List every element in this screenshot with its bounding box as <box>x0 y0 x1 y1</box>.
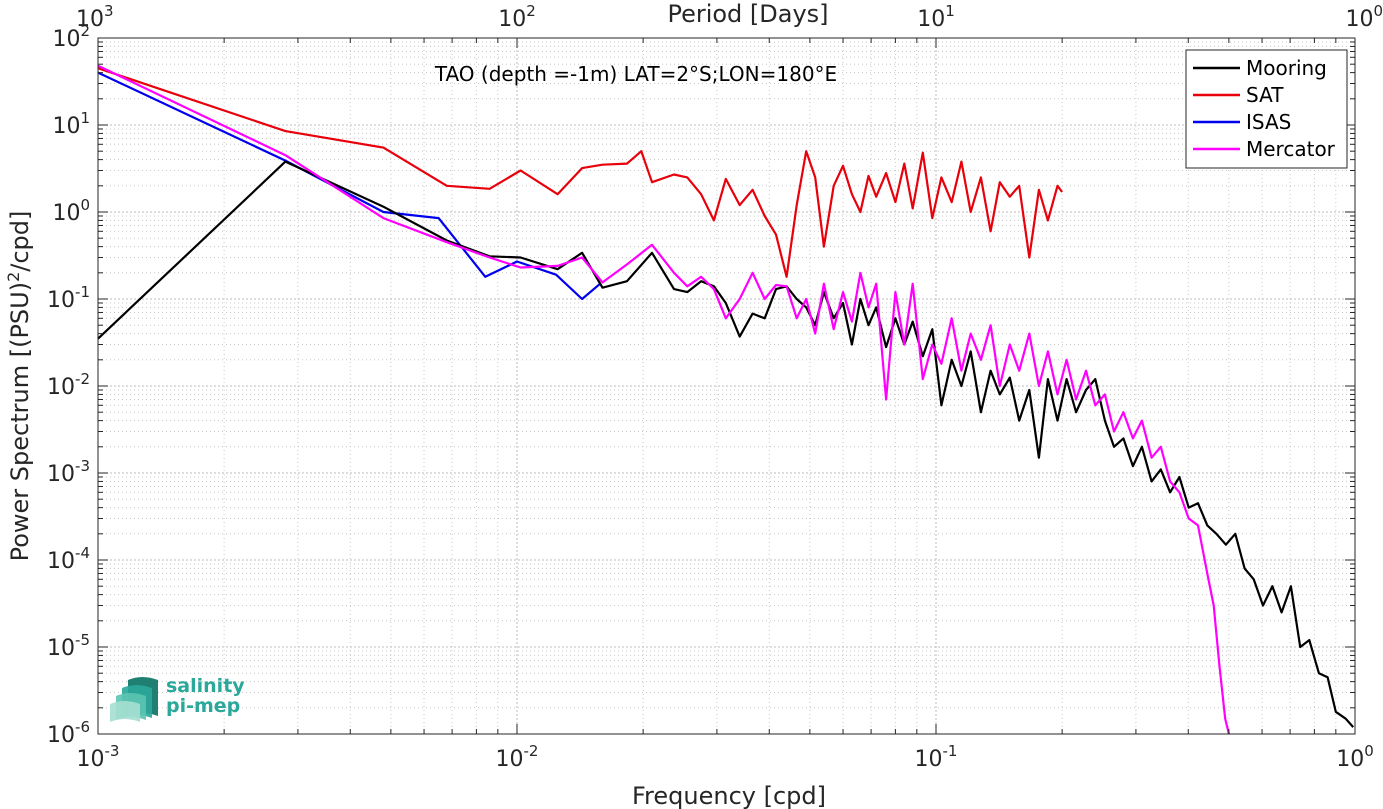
y-tick-label-base: 10 <box>47 549 75 574</box>
x2-tick-label-exponent: 0 <box>1373 2 1383 20</box>
y-tick-label-base: 10 <box>52 114 80 139</box>
x-tick-label-exponent: 0 <box>1364 742 1374 760</box>
y-tick-label-base: 10 <box>52 201 80 226</box>
x2-tick-label-base: 10 <box>498 7 526 32</box>
y-axis-label: Power Spectrum [(PSU)2/cpd] <box>4 211 34 562</box>
minor-grid <box>98 38 1355 734</box>
legend-label-isas: ISAS <box>1246 110 1291 134</box>
y-tick-label: 101 <box>52 109 90 139</box>
x-tick-labels: 10-3 10-2 10-1 100 <box>77 742 1374 772</box>
x2-axis-label: Period [Days] <box>667 0 828 28</box>
y-tick-label-exponent: -3 <box>75 457 90 475</box>
y-tick-label: 10-2 <box>47 370 90 400</box>
y-tick-label-base: 10 <box>47 636 75 661</box>
y-tick-label: 100 <box>52 196 90 226</box>
y-tick-label-exponent: 0 <box>80 196 90 214</box>
x-axis-label: Frequency [cpd] <box>632 782 826 809</box>
y-tick-label-base: 10 <box>47 723 75 748</box>
y-tick-label-exponent: -2 <box>75 370 90 388</box>
legend-label-sat: SAT <box>1246 83 1284 107</box>
x-tick-label-exponent: -3 <box>105 742 120 760</box>
x2-tick-labels: 103 102 101 100 <box>76 2 1383 32</box>
x2-tick-label: 101 <box>917 2 955 32</box>
x2-tick-label-base: 10 <box>917 7 945 32</box>
y-tick-label-exponent: -1 <box>75 283 90 301</box>
chart-title: TAO (depth =-1m) LAT=2°S;LON=180°E <box>434 62 837 86</box>
x-tick-label: 10-2 <box>496 742 539 772</box>
y-tick-label: 10-6 <box>47 718 90 748</box>
x-tick-label-base: 10 <box>1336 747 1364 772</box>
x2-tick-label: 100 <box>1345 2 1383 32</box>
y-tick-label-base: 10 <box>47 375 75 400</box>
x-tick-label-base: 10 <box>496 747 524 772</box>
x2-tick-label: 102 <box>498 2 536 32</box>
y-tick-label-exponent: -5 <box>75 631 90 649</box>
x-tick-label: 10-3 <box>77 742 120 772</box>
legend-label-mercator: Mercator <box>1246 137 1336 161</box>
x-tick-label-base: 10 <box>915 747 943 772</box>
y-tick-label: 10-5 <box>47 631 90 661</box>
series-line-mercator <box>97 64 1230 735</box>
x2-tick-label-exponent: 2 <box>526 2 536 20</box>
tick-marks <box>97 37 1356 735</box>
y-tick-label: 10-3 <box>47 457 90 487</box>
x-tick-label: 10-1 <box>915 742 958 772</box>
y-tick-label: 102 <box>52 22 90 52</box>
x2-tick-label: 103 <box>76 2 114 32</box>
x-tick-label-base: 10 <box>77 747 105 772</box>
logo-wave-4 <box>110 701 140 722</box>
x-tick-label: 100 <box>1336 742 1374 772</box>
y-tick-label-base: 10 <box>47 462 75 487</box>
logo-text-salinity: salinity <box>166 675 245 697</box>
x2-tick-label-exponent: 1 <box>945 2 955 20</box>
legend-label-mooring: Mooring <box>1246 56 1327 80</box>
y-axis-label-main: Power Spectrum [(PSU) <box>6 282 34 561</box>
y-tick-label-exponent: 1 <box>80 109 90 127</box>
y-axis-label-tail: /cpd] <box>6 211 34 272</box>
x-tick-label-exponent: -1 <box>943 742 958 760</box>
salinity-pi-mep-logo: salinity pi-mep <box>110 675 245 722</box>
y-tick-label-base: 10 <box>47 288 75 313</box>
series-layer <box>97 64 1355 735</box>
legend: Mooring SAT ISAS Mercator <box>1185 49 1348 169</box>
y-tick-label: 10-1 <box>47 283 90 313</box>
y-tick-label-exponent: 2 <box>80 22 90 40</box>
y-tick-label-base: 10 <box>52 27 80 52</box>
y-tick-label-exponent: -6 <box>75 718 90 736</box>
x-tick-label-exponent: -2 <box>524 742 539 760</box>
x2-tick-label-base: 10 <box>76 7 104 32</box>
y-axis-label-sup: 2 <box>4 272 23 282</box>
logo-text-pi-mep: pi-mep <box>166 695 240 717</box>
y-tick-label: 10-4 <box>47 544 90 574</box>
y-tick-label-exponent: -4 <box>75 544 90 562</box>
x2-tick-label-base: 10 <box>1345 7 1373 32</box>
series-line-sat <box>97 67 1063 278</box>
x2-tick-label-exponent: 3 <box>104 2 114 20</box>
